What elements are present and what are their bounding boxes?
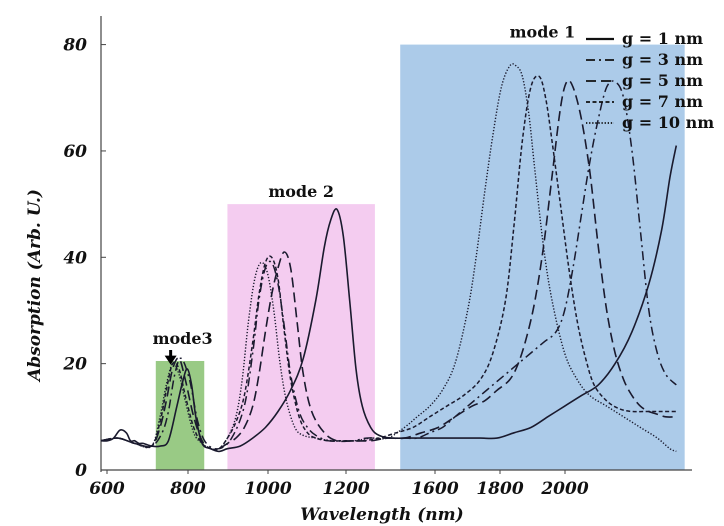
annotations-layer: mode3 xyxy=(153,329,213,365)
series-line-1 xyxy=(100,145,678,453)
x-tick-label: 1200 xyxy=(322,479,369,499)
x-tick-label: 1600 xyxy=(411,479,458,499)
y-tick-label: 20 xyxy=(62,355,87,375)
legend-label-5: g = 10 nm xyxy=(622,113,714,132)
mode3-label: mode3 xyxy=(153,329,213,348)
region-label-mode-1: mode 1 xyxy=(510,23,576,42)
legend: g = 1 nm g = 3 nm g = 5 nm g = 7 nm g = 10 n… xyxy=(586,29,714,132)
region-mode-2 xyxy=(227,204,375,470)
y-tick-label: 0 xyxy=(75,461,87,481)
y-tick-label: 60 xyxy=(63,142,87,162)
series-layer xyxy=(100,63,678,453)
x-tick-label: 1800 xyxy=(476,479,523,499)
series-line-2 xyxy=(100,80,677,450)
series-line-5 xyxy=(100,63,677,453)
region-label-mode-2: mode 2 xyxy=(268,182,334,201)
legend-label-2: g = 3 nm xyxy=(622,50,703,69)
series-line-3 xyxy=(100,79,677,451)
legend-label-1: g = 1 nm xyxy=(622,29,703,48)
mode3-arrow-head xyxy=(164,355,177,365)
region-mode-1 xyxy=(400,44,685,471)
legend-label-3: g = 5 nm xyxy=(622,71,703,90)
y-tick-label: 80 xyxy=(62,36,87,56)
x-tick-label: 600 xyxy=(89,479,125,499)
series-line-4 xyxy=(100,75,677,451)
y-tick-label: 40 xyxy=(63,248,87,268)
x-axis-title: Wavelength (nm) xyxy=(300,505,463,525)
y-axis-title: Absorption (Arb. U.) xyxy=(25,189,45,383)
x-tick-label: 1000 xyxy=(244,479,291,499)
axes-layer: 0 20 40 60 80 600 800 1000 1200 1600 1800 2000 xyxy=(62,16,692,499)
regions-layer: mode 1 mode 2 xyxy=(155,23,685,471)
legend-label-4: g = 7 nm xyxy=(622,92,703,111)
x-tick-label: 800 xyxy=(169,479,206,499)
x-tick-label: 2000 xyxy=(540,479,588,499)
